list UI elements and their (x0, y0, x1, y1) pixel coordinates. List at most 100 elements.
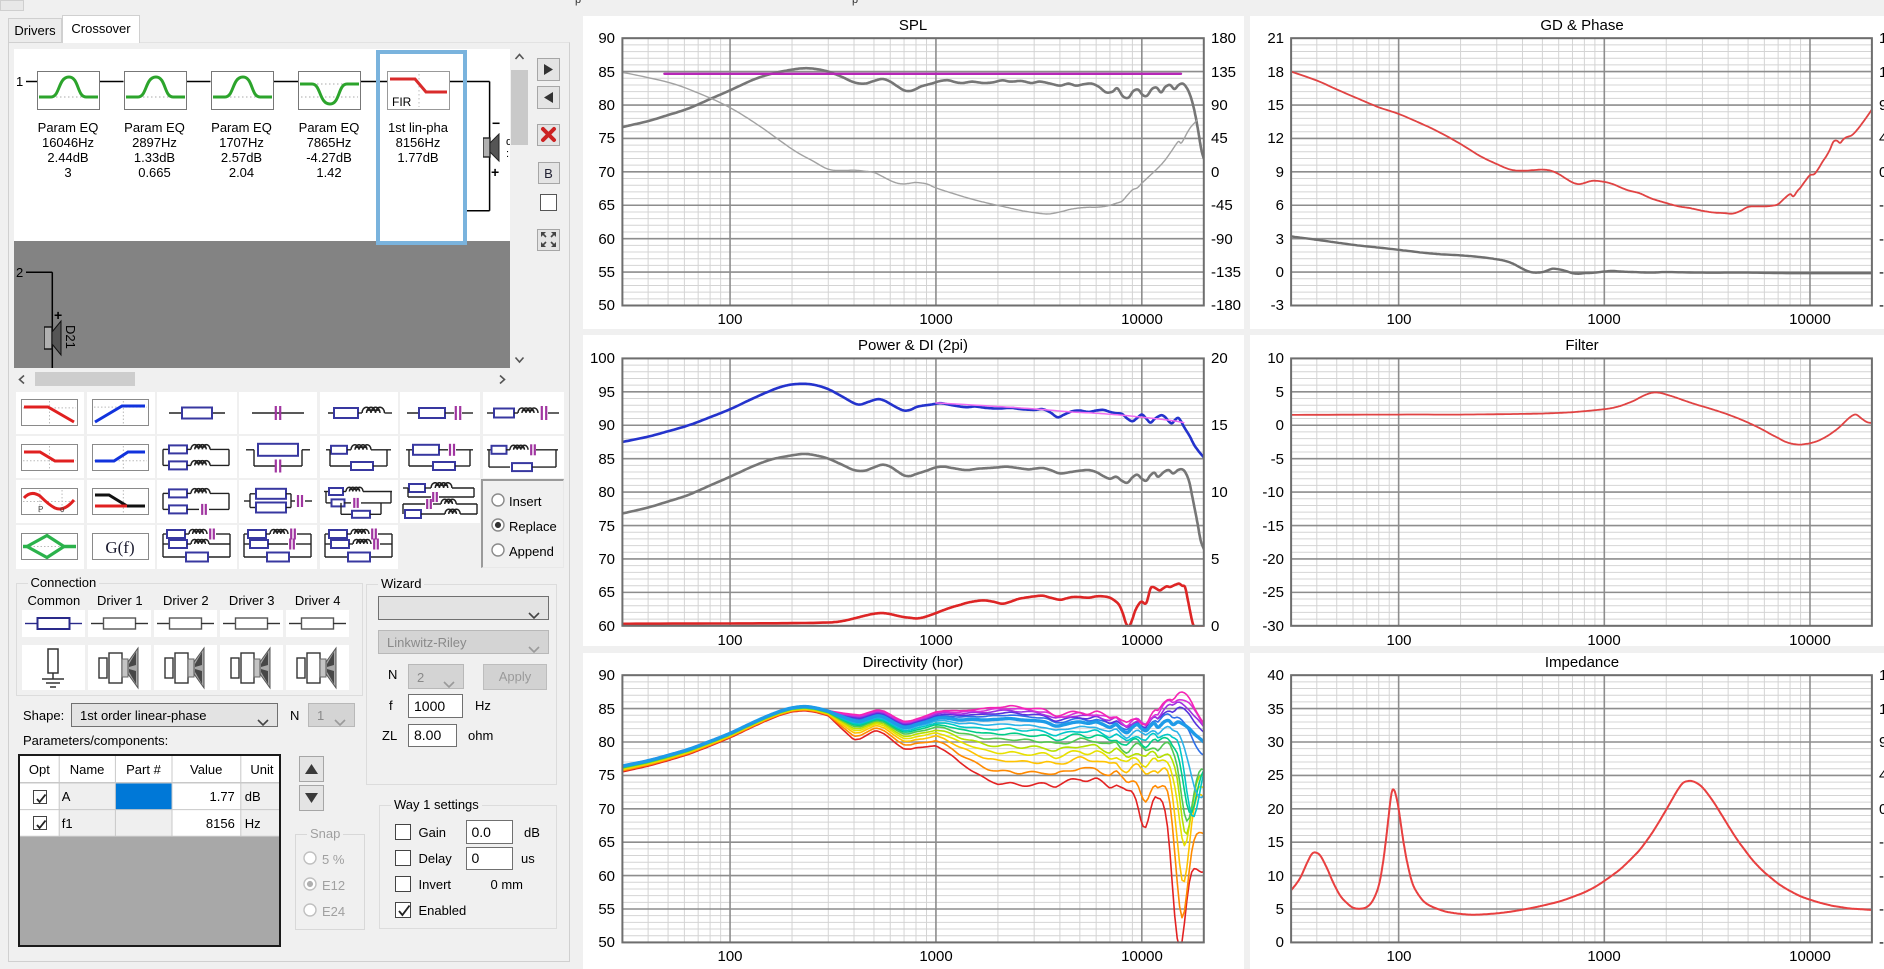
svg-text:0: 0 (1211, 164, 1219, 181)
svg-text:9: 9 (1275, 164, 1283, 181)
svg-text:70: 70 (598, 164, 615, 181)
svg-text:100: 100 (1386, 948, 1411, 965)
svg-text:35: 35 (1267, 701, 1284, 718)
svg-text:30: 30 (1267, 734, 1284, 751)
svg-text:3: 3 (1275, 231, 1283, 248)
svg-text:P: P (38, 505, 43, 514)
svg-text:-135: -135 (1211, 264, 1241, 281)
svg-text:1000: 1000 (919, 311, 952, 328)
svg-text:0: 0 (1879, 164, 1884, 181)
svg-text:1000: 1000 (919, 632, 952, 646)
svg-text:10000: 10000 (1789, 948, 1831, 965)
svg-text:1000: 1000 (1587, 632, 1620, 646)
svg-text:65: 65 (598, 584, 615, 601)
svg-text:85: 85 (598, 701, 615, 718)
svg-text:135: 135 (1879, 701, 1884, 718)
svg-text:50: 50 (598, 297, 615, 314)
svg-text:-135: -135 (1879, 264, 1884, 281)
svg-text:-5: -5 (1270, 451, 1283, 468)
svg-text:100: 100 (1386, 632, 1411, 646)
svg-text:12: 12 (1267, 130, 1284, 147)
svg-text:FIR: FIR (392, 95, 412, 109)
svg-text:100: 100 (717, 632, 742, 646)
svg-text:-90: -90 (1879, 231, 1884, 248)
svg-text:135: 135 (1879, 64, 1884, 81)
svg-text:-25: -25 (1262, 584, 1284, 601)
svg-text:-45: -45 (1879, 834, 1884, 851)
svg-text:40: 40 (1267, 667, 1284, 684)
svg-text:1000: 1000 (1587, 311, 1620, 328)
svg-text:10: 10 (1267, 350, 1284, 367)
svg-text:-45: -45 (1879, 197, 1884, 214)
svg-text:5: 5 (1211, 551, 1219, 568)
svg-text:-180: -180 (1879, 934, 1884, 951)
svg-text:85: 85 (598, 451, 615, 468)
svg-text:15: 15 (1267, 97, 1284, 114)
svg-text:90: 90 (598, 30, 615, 47)
svg-text:-180: -180 (1879, 297, 1884, 314)
svg-text:-90: -90 (1211, 231, 1233, 248)
svg-text:Impedance: Impedance (1544, 654, 1618, 671)
svg-text:20: 20 (1211, 350, 1228, 367)
svg-text:1000: 1000 (1587, 948, 1620, 965)
svg-text:80: 80 (598, 97, 615, 114)
svg-text:90: 90 (598, 667, 615, 684)
svg-text:Directivity (hor): Directivity (hor) (863, 654, 964, 671)
svg-text:-15: -15 (1262, 518, 1284, 535)
svg-text:90: 90 (1879, 734, 1884, 751)
svg-text:G(f): G(f) (105, 538, 134, 557)
svg-text:45: 45 (1879, 767, 1884, 784)
svg-text:180: 180 (1879, 30, 1884, 47)
svg-text:45: 45 (1211, 130, 1228, 147)
svg-text:5: 5 (1275, 901, 1283, 918)
svg-text:-20: -20 (1262, 551, 1284, 568)
svg-text:70: 70 (598, 551, 615, 568)
svg-text:100: 100 (590, 350, 615, 367)
svg-text:0: 0 (1879, 801, 1884, 818)
svg-text:60: 60 (598, 618, 615, 635)
svg-text:135: 135 (1211, 64, 1236, 81)
svg-text:-180: -180 (1211, 297, 1241, 314)
svg-text:-3: -3 (1270, 297, 1283, 314)
svg-text:10000: 10000 (1789, 311, 1831, 328)
svg-text:15: 15 (1211, 417, 1228, 434)
svg-text:100: 100 (717, 948, 742, 965)
svg-text:65: 65 (598, 197, 615, 214)
svg-text:1000: 1000 (919, 948, 952, 965)
svg-text:85: 85 (598, 64, 615, 81)
svg-text:0: 0 (1275, 934, 1283, 951)
svg-text:25: 25 (1267, 767, 1284, 784)
svg-text:80: 80 (598, 734, 615, 751)
svg-text:75: 75 (598, 767, 615, 784)
svg-text:0: 0 (1211, 618, 1219, 635)
svg-text:65: 65 (598, 834, 615, 851)
svg-text:-90: -90 (1879, 868, 1884, 885)
svg-text:60: 60 (598, 231, 615, 248)
svg-text:18: 18 (1267, 64, 1284, 81)
svg-text:5: 5 (1275, 384, 1283, 401)
svg-text:60: 60 (598, 868, 615, 885)
svg-text:95: 95 (598, 384, 615, 401)
svg-text:-135: -135 (1879, 901, 1884, 918)
svg-text:10000: 10000 (1121, 632, 1163, 646)
svg-text:180: 180 (1211, 30, 1236, 47)
svg-text:SPL: SPL (899, 17, 927, 34)
svg-text:15: 15 (1267, 834, 1284, 851)
svg-text:10000: 10000 (1121, 311, 1163, 328)
svg-text:80: 80 (598, 484, 615, 501)
svg-text:GD & Phase: GD & Phase (1540, 17, 1623, 34)
svg-text:10: 10 (1267, 868, 1284, 885)
svg-text:o: o (60, 505, 65, 514)
svg-text:10000: 10000 (1789, 632, 1831, 646)
svg-text:6: 6 (1275, 197, 1283, 214)
svg-text:0: 0 (1275, 264, 1283, 281)
svg-text:90: 90 (1879, 97, 1884, 114)
svg-text:90: 90 (1211, 97, 1228, 114)
svg-text:0: 0 (1275, 417, 1283, 434)
svg-text:75: 75 (598, 518, 615, 535)
svg-text:75: 75 (598, 130, 615, 147)
svg-text:55: 55 (598, 901, 615, 918)
svg-text:-10: -10 (1262, 484, 1284, 501)
svg-text:Power & DI (2pi): Power & DI (2pi) (858, 337, 968, 354)
svg-text:20: 20 (1267, 801, 1284, 818)
